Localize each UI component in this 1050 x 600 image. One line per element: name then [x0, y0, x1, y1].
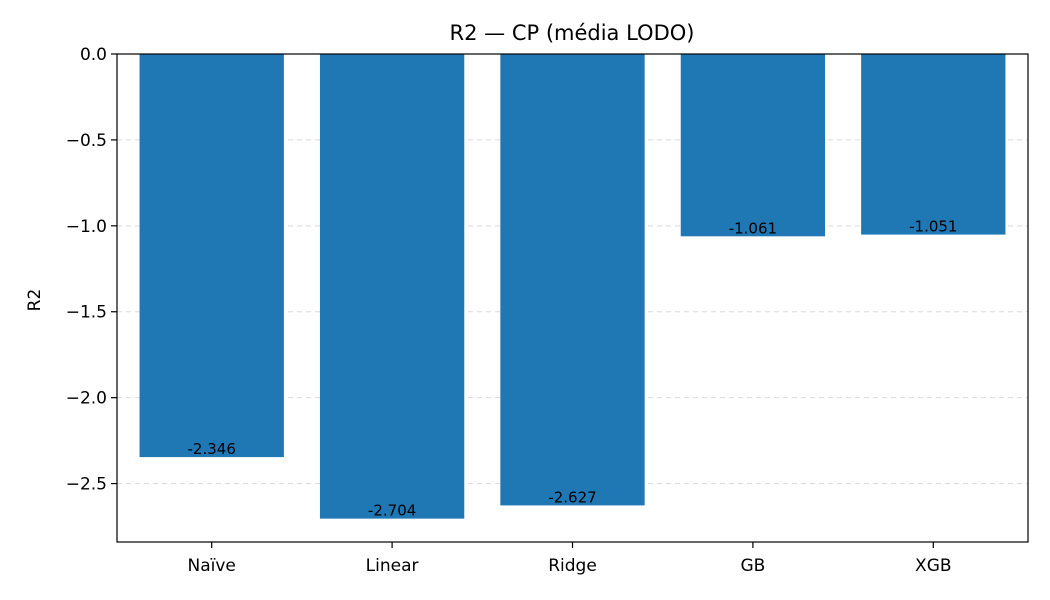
x-tick-label: Linear: [366, 556, 419, 576]
y-axis-label: R2: [25, 289, 45, 312]
bar-linear: [319, 54, 465, 519]
y-tick-label: −1.5: [66, 303, 107, 323]
data-labels: -2.346 -2.704 -2.627 -1.061 -1.051: [188, 218, 958, 520]
x-tick-label: Ridge: [548, 556, 597, 576]
x-tick-label: GB: [740, 556, 765, 576]
y-tick-label: 0.0: [80, 45, 107, 65]
bar-value-label: -2.704: [368, 502, 416, 520]
bar-value-label: -1.051: [909, 218, 957, 236]
bars: [139, 54, 1006, 519]
y-tick-label: −1.0: [66, 217, 107, 237]
axis-ticks: 0.0 −0.5 −1.0 −1.5 −2.0 −2.5 Naïve Linear Ridge G…: [66, 45, 952, 576]
bar-naïve: [139, 54, 284, 458]
y-tick-label: −2.0: [66, 389, 107, 409]
x-tick-label: XGB: [915, 556, 951, 576]
bar-xgb: [861, 54, 1006, 235]
chart-title: R2 — CP (média LODO): [450, 21, 695, 45]
x-tick-label: Naïve: [188, 556, 236, 576]
bar-value-label: -2.627: [548, 488, 596, 506]
bar-value-label: -2.346: [188, 440, 236, 458]
bar-ridge: [500, 54, 645, 506]
plot-frame: [116, 53, 1029, 543]
y-tick-label: −0.5: [66, 131, 107, 151]
bar-gb: [680, 54, 826, 237]
bar-value-label: -1.061: [729, 219, 777, 237]
y-tick-label: −2.5: [66, 475, 107, 495]
